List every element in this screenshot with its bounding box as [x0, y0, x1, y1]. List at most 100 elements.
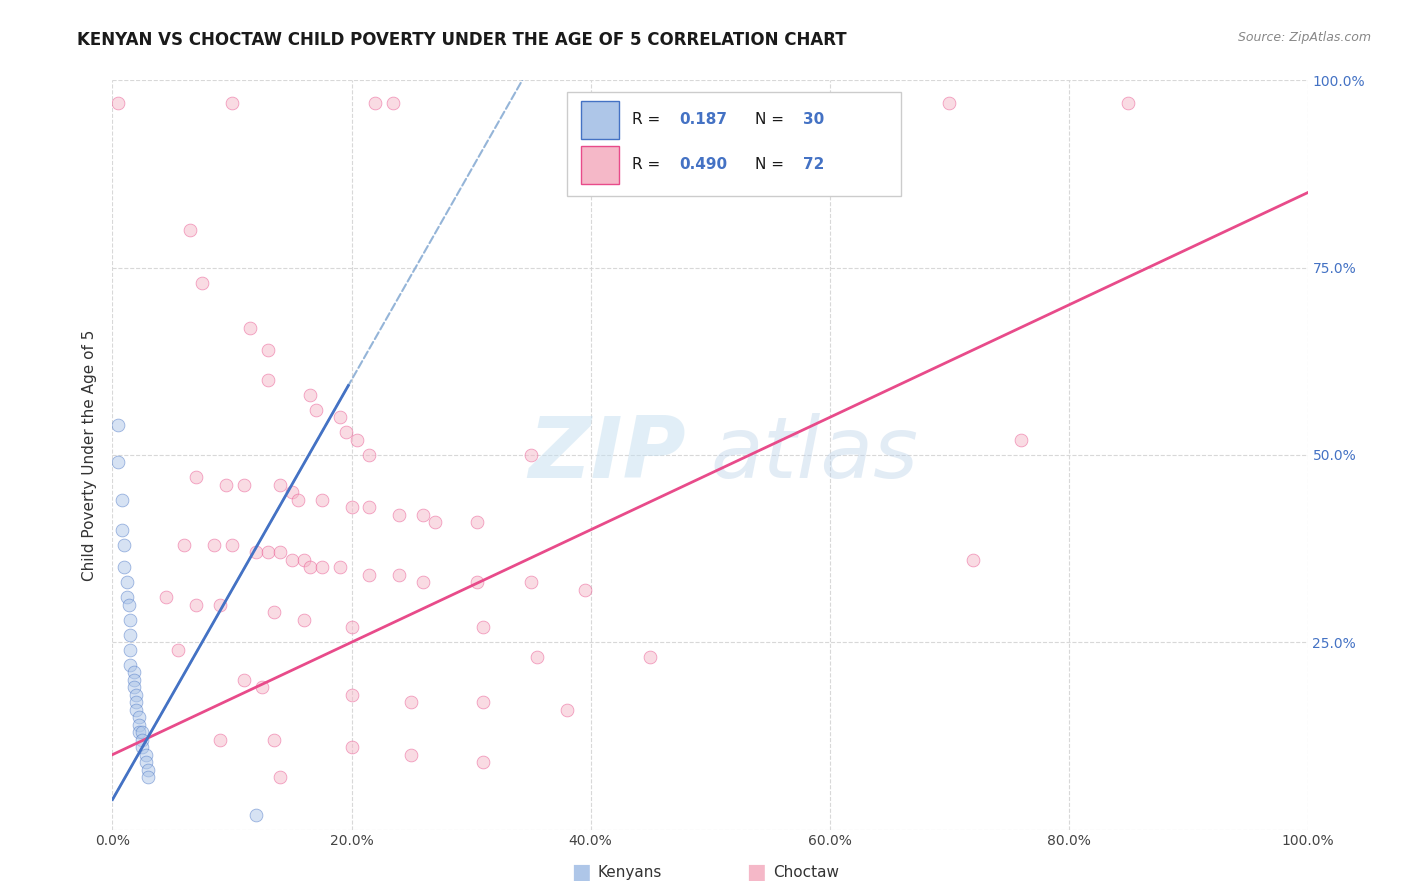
Text: Choctaw: Choctaw [773, 865, 839, 880]
Text: 0.490: 0.490 [679, 158, 727, 172]
Point [412, 508, 434, 522]
Point [1010, 433, 1032, 447]
Text: ■: ■ [747, 863, 766, 882]
Point [122, 665, 145, 680]
Point [115, 575, 138, 590]
Point [125, 703, 148, 717]
Point [335, 425, 357, 440]
Point [107, 95, 129, 110]
Point [269, 545, 291, 559]
Text: R =: R = [633, 112, 665, 128]
Text: Source: ZipAtlas.com: Source: ZipAtlas.com [1237, 31, 1371, 45]
Point [425, 516, 447, 530]
Point [340, 688, 363, 702]
Point [292, 613, 315, 627]
Text: 72: 72 [803, 158, 825, 172]
Point [329, 560, 352, 574]
Point [465, 516, 488, 530]
Point [191, 276, 214, 290]
Point [287, 492, 309, 507]
Point [346, 433, 368, 447]
Point [938, 95, 960, 110]
Point [221, 538, 243, 552]
Point [135, 747, 157, 762]
Point [120, 628, 142, 642]
Text: 0.187: 0.187 [679, 112, 727, 128]
Point [340, 620, 363, 634]
Text: Kenyans: Kenyans [598, 865, 662, 880]
FancyBboxPatch shape [567, 92, 901, 196]
Text: N =: N = [755, 112, 789, 128]
Point [245, 545, 267, 559]
Point [401, 747, 423, 762]
Point [111, 492, 134, 507]
Point [118, 598, 141, 612]
Point [1118, 95, 1140, 110]
Point [388, 567, 411, 582]
Point [257, 545, 280, 559]
Point [263, 732, 285, 747]
Point [138, 770, 160, 784]
Point [526, 650, 548, 665]
Point [263, 605, 285, 619]
Point [640, 650, 662, 665]
Point [125, 695, 148, 709]
Text: ■: ■ [571, 863, 591, 882]
Point [962, 553, 984, 567]
Point [233, 478, 256, 492]
Point [269, 478, 291, 492]
Point [167, 642, 190, 657]
Point [135, 755, 157, 769]
Point [401, 695, 423, 709]
Text: 30: 30 [803, 112, 824, 128]
Point [114, 538, 135, 552]
Point [359, 567, 381, 582]
Point [120, 657, 142, 672]
Point [114, 560, 135, 574]
Point [305, 403, 328, 417]
Point [520, 448, 543, 462]
Point [281, 485, 304, 500]
Point [388, 508, 411, 522]
Text: atlas: atlas [710, 413, 918, 497]
Point [257, 343, 280, 357]
Point [250, 680, 273, 694]
Text: N =: N = [755, 158, 789, 172]
Point [138, 763, 160, 777]
Point [186, 470, 208, 484]
Point [298, 388, 321, 402]
Point [155, 591, 177, 605]
Point [245, 807, 267, 822]
Point [186, 598, 208, 612]
Point [131, 725, 153, 739]
Point [281, 553, 304, 567]
Point [107, 455, 129, 469]
Point [131, 740, 153, 755]
Point [209, 598, 232, 612]
Point [128, 717, 150, 731]
Point [120, 613, 142, 627]
Point [131, 732, 153, 747]
Point [209, 732, 232, 747]
Point [257, 373, 280, 387]
Point [269, 770, 291, 784]
FancyBboxPatch shape [581, 102, 619, 139]
Point [173, 538, 195, 552]
Point [125, 688, 148, 702]
Point [215, 478, 238, 492]
Point [107, 417, 129, 432]
Point [202, 538, 225, 552]
Point [311, 492, 333, 507]
Point [128, 725, 150, 739]
Point [311, 560, 333, 574]
Point [179, 223, 201, 237]
Point [233, 673, 256, 687]
Point [221, 95, 243, 110]
Point [359, 448, 381, 462]
Point [412, 575, 434, 590]
Point [239, 320, 262, 334]
FancyBboxPatch shape [581, 146, 619, 184]
Point [574, 582, 596, 597]
Point [128, 710, 150, 724]
Point [382, 95, 405, 110]
